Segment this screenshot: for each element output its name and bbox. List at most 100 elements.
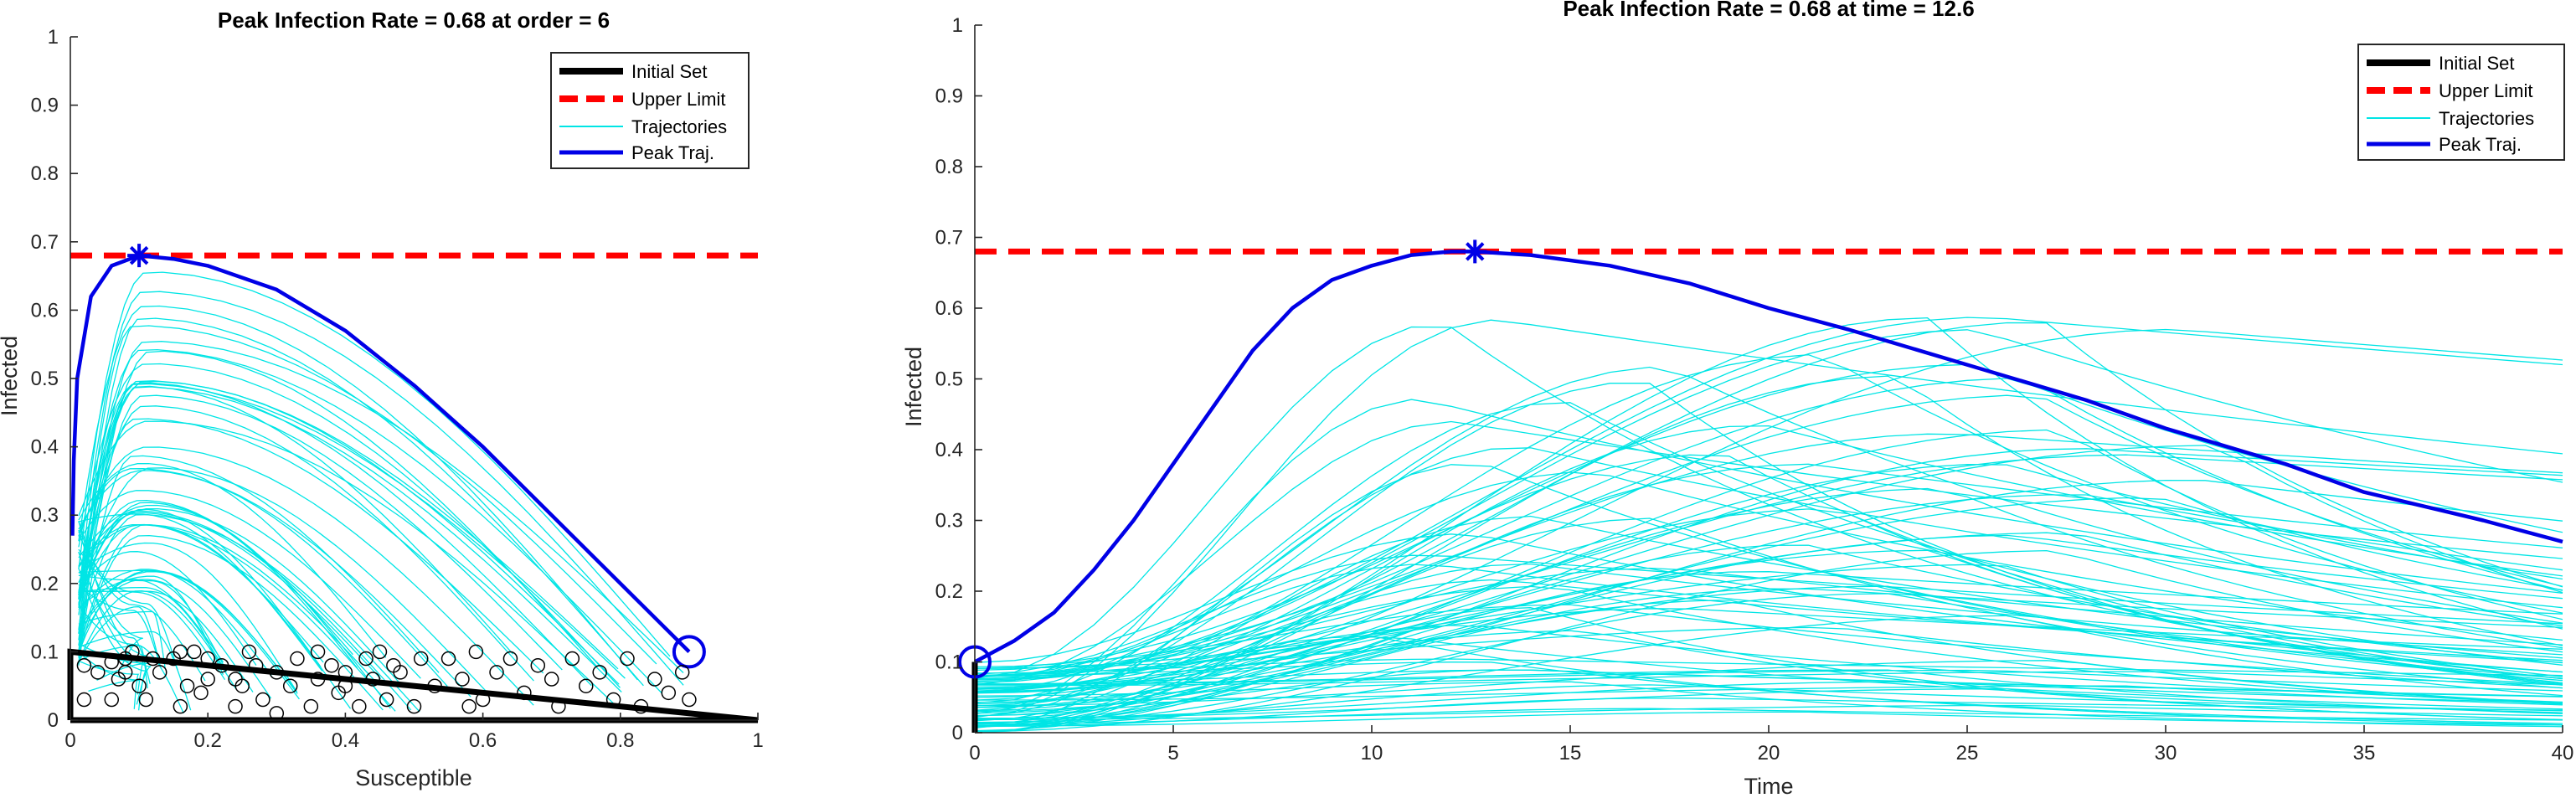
legend-label-upper-limit: Upper Limit — [631, 89, 725, 110]
trajectory-line — [974, 662, 2563, 724]
trajectory-line — [78, 490, 421, 679]
y-tick-label: 1 — [48, 26, 59, 49]
initial-point — [145, 651, 161, 667]
y-tick-label: 0.4 — [935, 439, 963, 461]
legend-label-initial-set: Initial Set — [631, 61, 708, 82]
initial-point — [475, 692, 491, 708]
chart-title: Peak Infection Rate = 0.68 at time = 12.… — [1563, 0, 1974, 21]
initial-point — [379, 692, 394, 708]
trajectory-line — [974, 447, 2563, 718]
initial-point — [200, 672, 215, 687]
y-tick-label: 0.9 — [935, 85, 963, 108]
initial-point — [228, 672, 243, 687]
x-tick-label: 40 — [2552, 742, 2574, 765]
initial-point — [179, 678, 195, 693]
trajectory-line — [974, 319, 2563, 718]
y-tick-label: 0.5 — [31, 368, 59, 390]
trajectory-line — [78, 513, 420, 713]
trajectory-line — [974, 688, 2563, 719]
trajectory-line — [974, 585, 2563, 705]
initial-point — [605, 692, 621, 708]
trajectory-line — [974, 532, 2563, 677]
trajectory-line — [78, 604, 184, 714]
trajectory-line — [78, 660, 140, 709]
initial-point — [530, 657, 546, 673]
initial-point — [152, 665, 167, 680]
initial-point — [352, 698, 367, 714]
trajectory-line — [974, 366, 2563, 692]
legend-label-initial-set: Initial Set — [2439, 53, 2515, 74]
trajectory-line — [78, 524, 352, 709]
x-tick-label: 30 — [2155, 742, 2177, 765]
trajectory-line — [974, 579, 2563, 707]
trajectory-line — [78, 499, 353, 656]
trajectory-line — [974, 445, 2563, 688]
trajectory-line — [974, 420, 2563, 686]
trajectory-line — [78, 341, 684, 673]
initial-point — [138, 692, 154, 708]
trajectory-line — [78, 467, 492, 697]
x-tick-label: 20 — [1758, 742, 1780, 765]
initial-point — [661, 685, 677, 701]
trajectory-line — [974, 669, 2563, 692]
initial-point — [193, 685, 209, 701]
trajectory-line — [974, 375, 2563, 728]
initial-point — [104, 692, 120, 708]
trajectory-line — [78, 523, 324, 663]
trajectory-line — [974, 599, 2563, 727]
trajectory-line — [78, 380, 619, 670]
trajectory-line — [974, 626, 2563, 689]
trajectory-line — [78, 542, 298, 692]
trajectory-line — [974, 454, 2563, 681]
trajectory-line — [78, 383, 626, 679]
initial-point — [187, 644, 202, 660]
trajectory-line — [78, 574, 226, 668]
trajectory-line — [78, 350, 598, 668]
y-tick-label: 0.3 — [31, 504, 59, 527]
x-tick-label: 35 — [2353, 742, 2376, 765]
peak-marker — [1463, 239, 1487, 264]
trajectory-line — [974, 471, 2563, 678]
trajectory-line — [974, 593, 2563, 727]
legend-label-trajectories: Trajectories — [631, 116, 727, 137]
legend-1: Initial Set Upper Limit Trajectories Pea… — [2357, 44, 2565, 161]
y-tick-label: 1 — [952, 14, 963, 37]
trajectory-line — [974, 636, 2563, 726]
trajectory-line — [78, 507, 404, 688]
trajectory-line — [974, 544, 2563, 732]
trajectory-line — [78, 575, 224, 675]
y-tick-label: 0.2 — [31, 573, 59, 595]
initial-point — [214, 657, 229, 673]
x-axis-label: Time — [1744, 774, 1794, 798]
trajectory-line — [78, 569, 272, 676]
initial-point — [290, 651, 305, 667]
trajectory-line — [974, 487, 2563, 708]
y-tick-label: 0.2 — [935, 580, 963, 603]
trajectory-line — [78, 510, 412, 711]
peak-marker — [127, 244, 152, 268]
axes-0: 0 0.2 0.4 0.6 0.8 1 0 0.1 0.2 0.3 0.4 0.5 0.6 0.7 0.8 0… — [31, 26, 764, 752]
trajectory-line — [974, 549, 2563, 733]
trajectory-line — [78, 569, 298, 694]
x-tick-label: 0.8 — [606, 729, 634, 752]
trajectory-line — [78, 455, 440, 673]
legend-label-trajectories: Trajectories — [2439, 108, 2534, 129]
y-axis-label: Infected — [0, 336, 22, 416]
x-tick-label: 0 — [64, 729, 75, 752]
trajectory-line — [78, 584, 162, 669]
trajectory-line — [78, 590, 254, 692]
x-tick-label: 1 — [752, 729, 763, 752]
trajectory-line — [974, 402, 2563, 704]
legend-label-upper-limit: Upper Limit — [2439, 80, 2532, 101]
initial-point — [282, 678, 298, 693]
initial-point — [200, 651, 215, 667]
initial-point — [76, 692, 92, 708]
initial-point — [241, 644, 257, 660]
trajectory-line — [974, 685, 2563, 706]
x-tick-label: 0 — [969, 742, 980, 765]
legend-label-peak-traj: Peak Traj. — [2439, 134, 2522, 155]
trajectory-line — [974, 317, 2563, 682]
y-tick-label: 0.3 — [935, 510, 963, 533]
phase-plot-chart: 0 0.2 0.4 0.6 0.8 1 0 0.1 0.2 0.3 0.4 0.5 0.6 0.7 0.8 0… — [0, 8, 764, 790]
initial-point — [413, 651, 429, 667]
